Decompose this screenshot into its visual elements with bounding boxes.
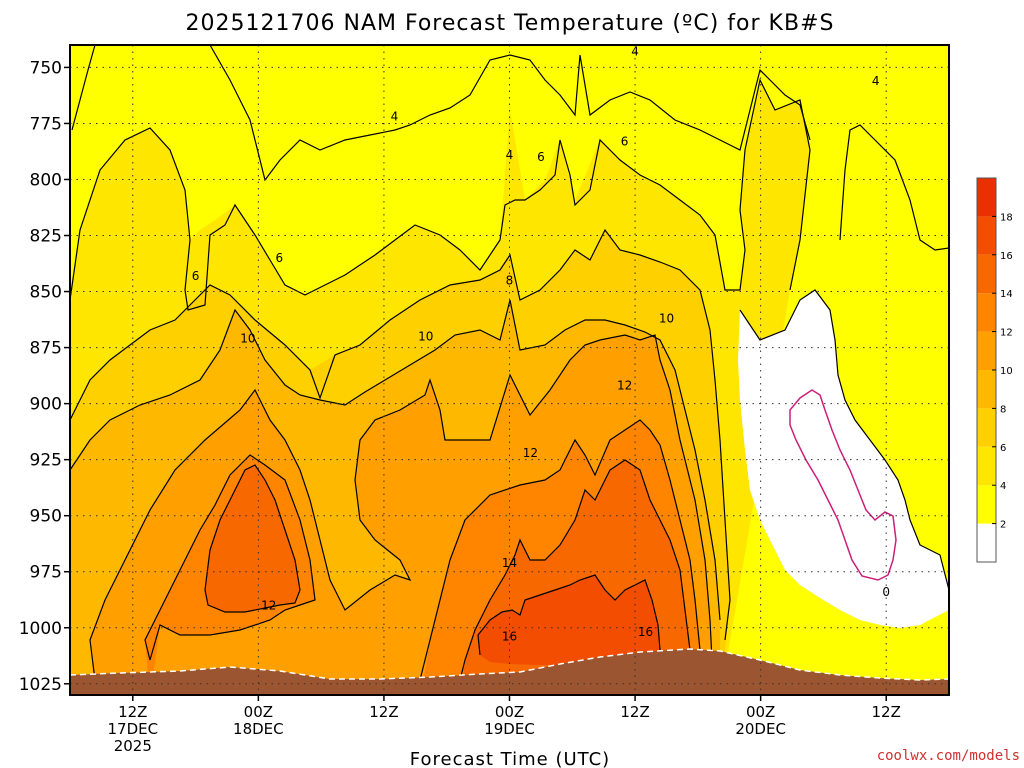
x-tick-label: 17DEC xyxy=(107,720,158,738)
contour-0 xyxy=(789,389,897,581)
y-tick-label: 850 xyxy=(30,283,62,303)
contour-label: 10 xyxy=(659,311,674,325)
contour-label: 10 xyxy=(418,329,433,343)
y-tick-label: 825 xyxy=(30,227,62,247)
contour-16 xyxy=(204,459,691,681)
colorbar-tick-label: 18 xyxy=(1000,212,1013,223)
credit-text: coolwx.com/models xyxy=(877,748,1020,764)
colorbar-swatch xyxy=(977,331,996,370)
colorbar: 2 4 6 8 10 12 14 16 18 xyxy=(976,177,1013,563)
contour-label: 4 xyxy=(631,45,639,59)
colorbar-tick-label: 2 xyxy=(1000,520,1006,531)
contour-label: 12 xyxy=(261,598,276,612)
y-tick-label: 1025 xyxy=(19,675,62,695)
x-axis-title: Forecast Time (UTC) xyxy=(410,749,610,768)
colorbar-swatch xyxy=(977,178,996,217)
x-tick-label: 12Z xyxy=(369,703,398,721)
contour-12 xyxy=(89,334,713,681)
contour-4 xyxy=(71,45,949,251)
y-tick-label: 800 xyxy=(30,170,62,190)
x-tick-label: 00Z xyxy=(746,703,775,721)
colorbar-swatch xyxy=(977,216,996,255)
contour-label: 6 xyxy=(621,134,629,148)
y-tick-label: 750 xyxy=(30,58,62,78)
y-tick-label: 975 xyxy=(30,563,62,583)
x-tick-label: 20DEC xyxy=(735,720,786,738)
colorbar-swatch xyxy=(977,485,996,524)
contour-label: 16 xyxy=(502,630,517,644)
y-tick-label: 875 xyxy=(30,339,62,359)
contour-8 xyxy=(70,228,731,641)
chart-title: 2025121706 NAM Forecast Temperature (ºC)… xyxy=(186,11,835,36)
colorbar-tick-label: 6 xyxy=(1000,443,1006,454)
contour-label: 6 xyxy=(192,269,200,283)
contour-label: 6 xyxy=(275,251,283,265)
contour-label: 8 xyxy=(506,273,514,287)
contour-10 xyxy=(70,299,721,621)
colorbar-tick-label: 10 xyxy=(1000,366,1013,377)
contour-label: 10 xyxy=(240,332,255,346)
contour-lines xyxy=(70,45,949,681)
y-tick-label: 1000 xyxy=(19,619,62,639)
colorbar-tick-label: 4 xyxy=(1000,481,1006,492)
x-tick-label: 00Z xyxy=(495,703,524,721)
y-tick-label: 950 xyxy=(30,507,62,527)
colorbar-swatch xyxy=(977,293,996,332)
contour-label: 4 xyxy=(872,74,880,88)
x-tick-label: 19DEC xyxy=(484,720,535,738)
y-axis: 750 775 800 825 850 875 900 925 950 975 1000 1025 xyxy=(19,58,70,695)
temperature-bands xyxy=(70,45,949,695)
contour-label: 16 xyxy=(638,625,653,639)
contour-label: 12 xyxy=(617,379,632,393)
x-tick-label: 2025 xyxy=(114,737,152,755)
colorbar-tick-label: 14 xyxy=(1000,289,1013,300)
colorbar-swatch xyxy=(977,446,996,486)
x-tick-label: 12Z xyxy=(118,703,147,721)
colorbar-swatch xyxy=(977,408,996,447)
y-tick-label: 900 xyxy=(30,395,62,415)
colorbar-swatch xyxy=(977,370,996,409)
colorbar-swatch xyxy=(977,523,996,562)
terrain xyxy=(70,649,949,695)
colorbar-tick-label: 16 xyxy=(1000,251,1013,262)
y-tick-label: 775 xyxy=(30,114,62,134)
contour-label: 14 xyxy=(502,556,517,570)
terrain-edge xyxy=(70,648,949,681)
contour-label: 12 xyxy=(523,446,538,460)
grid-lines xyxy=(70,45,949,695)
contour-label: 6 xyxy=(537,150,545,164)
contour-14 xyxy=(144,419,701,681)
contour-label: 4 xyxy=(391,110,399,124)
x-tick-label: 12Z xyxy=(872,703,901,721)
x-tick-label: 18DEC xyxy=(233,720,284,738)
colorbar-swatch xyxy=(977,254,996,294)
band-0-2 xyxy=(738,45,949,628)
band-18-20 xyxy=(478,575,660,665)
contour-label: 0 xyxy=(882,585,890,599)
colorbar-tick-label: 8 xyxy=(1000,404,1006,415)
x-tick-label: 12Z xyxy=(620,703,649,721)
contour-2 xyxy=(739,289,949,591)
contour-label: 4 xyxy=(506,148,514,162)
y-tick-label: 925 xyxy=(30,451,62,471)
colorbar-tick-label: 12 xyxy=(1000,328,1013,339)
x-tick-label: 00Z xyxy=(244,703,273,721)
contour-18 xyxy=(477,574,661,656)
